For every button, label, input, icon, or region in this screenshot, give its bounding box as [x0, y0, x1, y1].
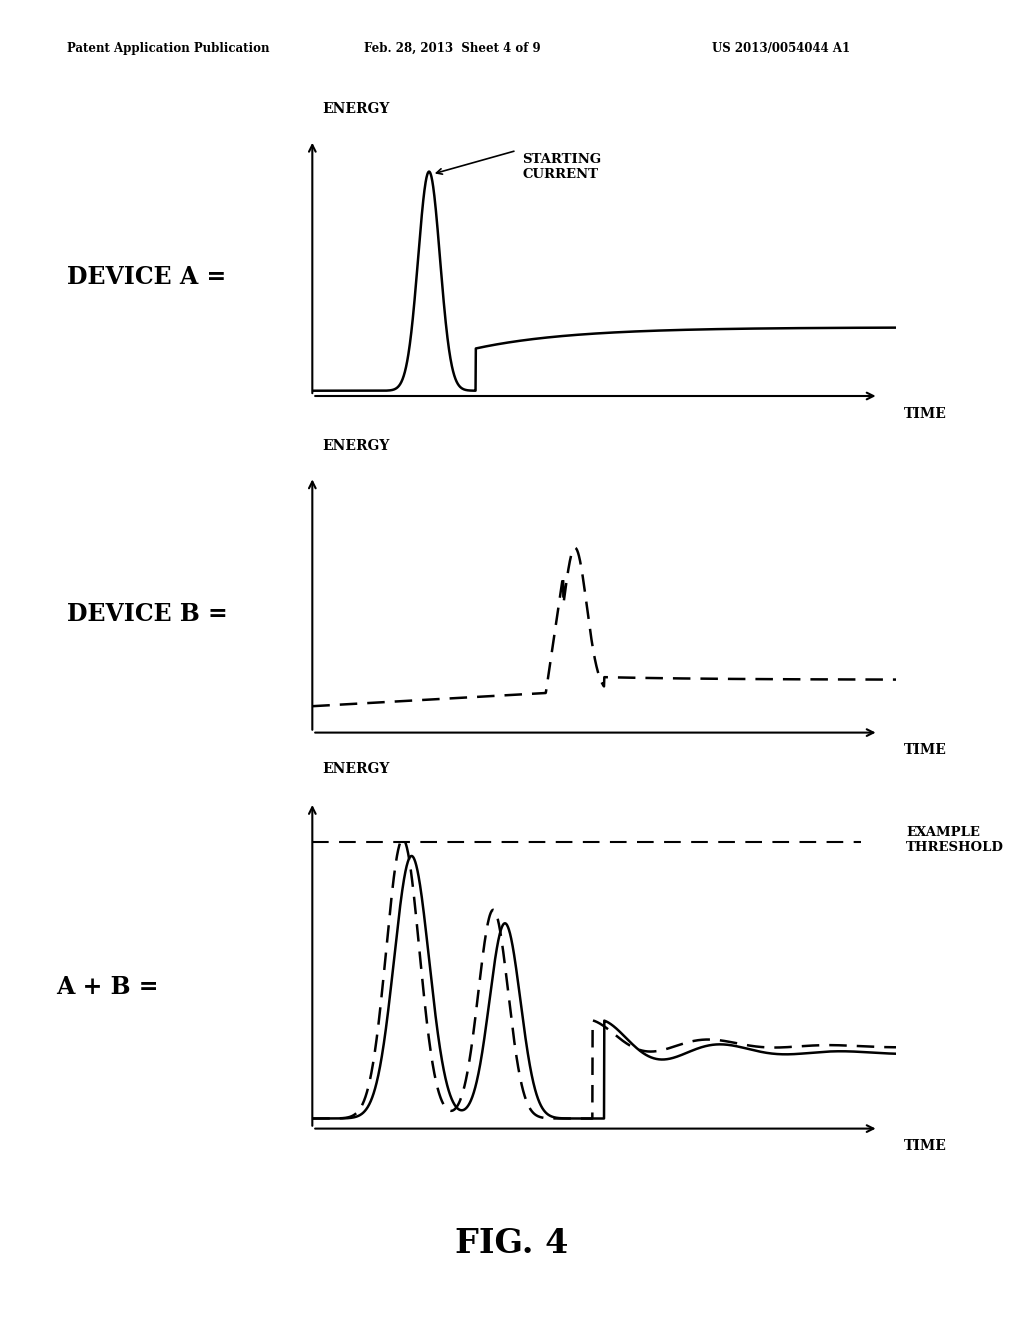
Text: Patent Application Publication: Patent Application Publication — [67, 42, 269, 55]
Text: DEVICE A =: DEVICE A = — [67, 265, 226, 289]
Text: FIG. 4: FIG. 4 — [456, 1228, 568, 1259]
Text: Feb. 28, 2013  Sheet 4 of 9: Feb. 28, 2013 Sheet 4 of 9 — [364, 42, 540, 55]
Text: ENERGY: ENERGY — [323, 438, 390, 453]
Text: ENERGY: ENERGY — [323, 102, 390, 116]
Text: US 2013/0054044 A1: US 2013/0054044 A1 — [712, 42, 850, 55]
Text: A + B =: A + B = — [56, 975, 159, 999]
Text: EXAMPLE
THRESHOLD: EXAMPLE THRESHOLD — [906, 826, 1005, 854]
Text: TIME: TIME — [904, 743, 947, 758]
Text: TIME: TIME — [904, 407, 947, 421]
Text: ENERGY: ENERGY — [323, 762, 390, 776]
Text: DEVICE B =: DEVICE B = — [67, 602, 227, 626]
Text: TIME: TIME — [904, 1139, 947, 1154]
Text: STARTING
CURRENT: STARTING CURRENT — [522, 153, 601, 181]
